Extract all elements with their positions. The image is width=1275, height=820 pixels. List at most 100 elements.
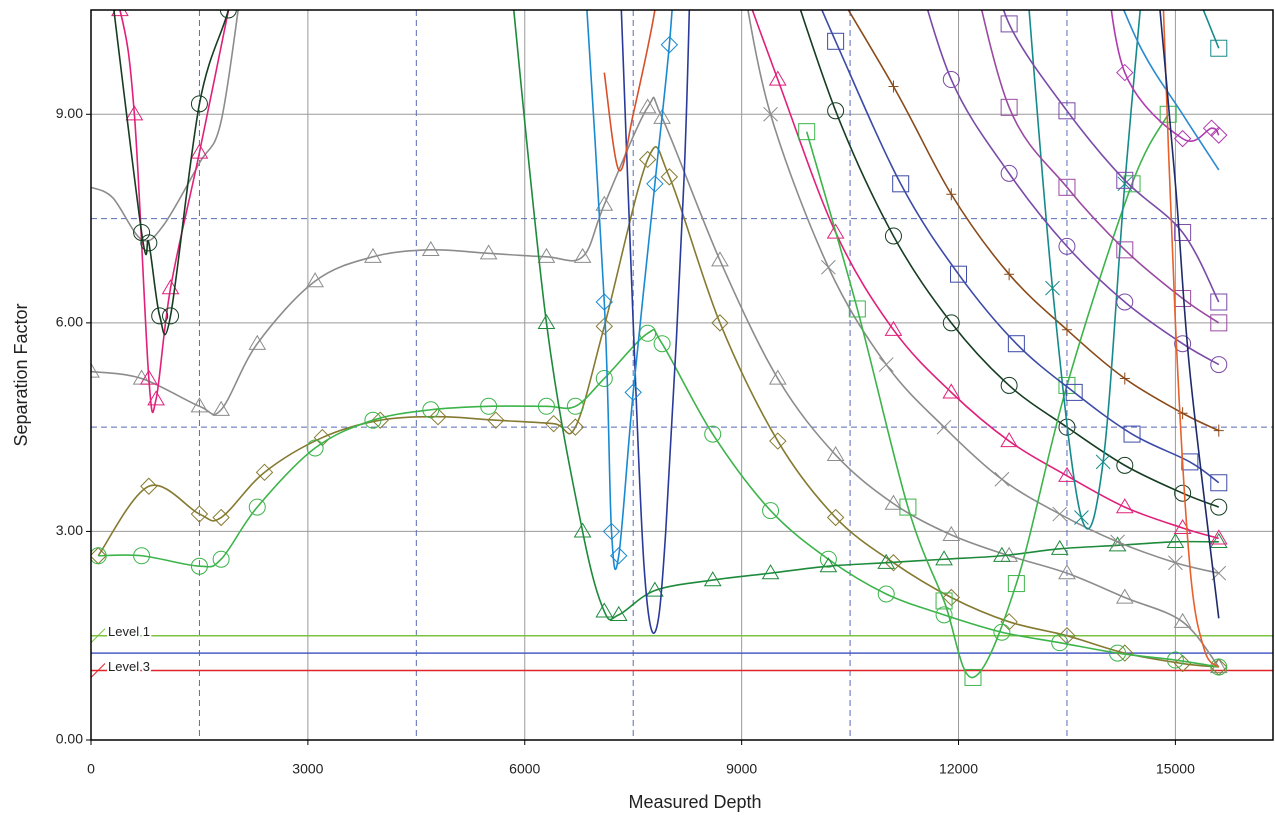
x-tick-label: 12000 bbox=[939, 761, 978, 777]
marker bbox=[429, 408, 447, 426]
marker bbox=[798, 123, 816, 141]
marker bbox=[1095, 454, 1111, 470]
marker bbox=[899, 498, 917, 516]
marker bbox=[537, 247, 556, 263]
marker bbox=[422, 401, 440, 419]
marker bbox=[91, 547, 107, 565]
marker bbox=[573, 522, 592, 538]
marker bbox=[1045, 280, 1060, 296]
series-line bbox=[97, 146, 1219, 668]
series-line bbox=[98, 328, 1219, 668]
marker bbox=[151, 307, 169, 325]
marker bbox=[306, 439, 324, 457]
marker bbox=[1210, 658, 1228, 676]
marker bbox=[638, 98, 657, 114]
marker bbox=[942, 525, 961, 542]
series-line bbox=[847, 10, 1220, 432]
marker bbox=[892, 175, 910, 193]
marker bbox=[1166, 651, 1184, 669]
marker bbox=[884, 227, 902, 245]
marker bbox=[769, 432, 787, 450]
marker bbox=[190, 143, 209, 159]
series-line bbox=[805, 113, 1169, 679]
y-tick-label: 3.00 bbox=[56, 522, 83, 538]
x-tick-label: 9000 bbox=[726, 761, 757, 777]
series-line bbox=[91, 10, 239, 242]
marker bbox=[1074, 510, 1089, 525]
marker bbox=[1116, 293, 1134, 311]
marker bbox=[1000, 432, 1019, 448]
marker bbox=[877, 553, 896, 569]
marker bbox=[826, 445, 845, 462]
marker bbox=[942, 71, 960, 89]
marker bbox=[212, 550, 230, 568]
marker bbox=[1209, 529, 1228, 545]
x-tick-label: 0 bbox=[87, 761, 95, 777]
marker bbox=[1210, 474, 1228, 492]
marker bbox=[1213, 424, 1224, 437]
marker bbox=[125, 105, 144, 121]
marker bbox=[1052, 506, 1068, 522]
series-line bbox=[980, 10, 1220, 324]
marker bbox=[1058, 237, 1076, 255]
marker bbox=[638, 150, 657, 169]
marker bbox=[1174, 484, 1192, 502]
marker bbox=[364, 247, 382, 263]
marker bbox=[660, 168, 679, 186]
marker bbox=[950, 265, 968, 283]
series-line bbox=[620, 10, 691, 634]
marker bbox=[653, 335, 671, 353]
marker bbox=[763, 106, 778, 122]
marker bbox=[1210, 314, 1228, 332]
series-line bbox=[603, 10, 656, 172]
marker bbox=[595, 293, 613, 311]
marker bbox=[1116, 644, 1134, 662]
x-tick-label: 3000 bbox=[292, 761, 323, 777]
marker bbox=[255, 463, 274, 482]
series-line bbox=[1002, 10, 1220, 303]
marker bbox=[1115, 588, 1134, 604]
marker bbox=[964, 668, 982, 686]
series-line bbox=[926, 10, 1220, 366]
plot-frame bbox=[90, 9, 1274, 741]
marker bbox=[1007, 335, 1025, 353]
marker bbox=[190, 557, 208, 575]
marker bbox=[212, 400, 231, 416]
marker bbox=[190, 505, 209, 523]
marker bbox=[704, 425, 722, 443]
marker bbox=[248, 498, 266, 516]
marker bbox=[1000, 98, 1018, 116]
marker bbox=[827, 32, 845, 50]
marker bbox=[306, 272, 324, 288]
marker bbox=[935, 550, 953, 566]
marker bbox=[1174, 223, 1192, 241]
marker bbox=[711, 251, 729, 267]
marker bbox=[1116, 456, 1134, 474]
marker bbox=[91, 362, 100, 378]
marker bbox=[537, 313, 556, 329]
level-label: Level 3 bbox=[108, 659, 150, 674]
marker bbox=[884, 554, 903, 572]
marker bbox=[1050, 539, 1069, 555]
marker bbox=[826, 508, 845, 527]
series-line bbox=[1159, 10, 1220, 619]
marker bbox=[1173, 612, 1192, 628]
marker bbox=[479, 244, 498, 260]
marker bbox=[878, 357, 894, 372]
marker bbox=[1168, 555, 1183, 571]
marker bbox=[573, 247, 592, 263]
marker bbox=[942, 588, 961, 607]
series-line bbox=[799, 10, 1220, 508]
series-line bbox=[821, 10, 1220, 484]
marker bbox=[421, 240, 440, 256]
marker bbox=[1116, 171, 1134, 189]
marker bbox=[888, 80, 899, 93]
marker bbox=[646, 175, 664, 193]
marker bbox=[711, 314, 729, 332]
marker bbox=[602, 522, 621, 541]
marker bbox=[1004, 268, 1015, 281]
marker bbox=[190, 95, 208, 113]
marker bbox=[821, 259, 836, 275]
series-line bbox=[113, 10, 230, 336]
marker bbox=[1115, 498, 1134, 514]
